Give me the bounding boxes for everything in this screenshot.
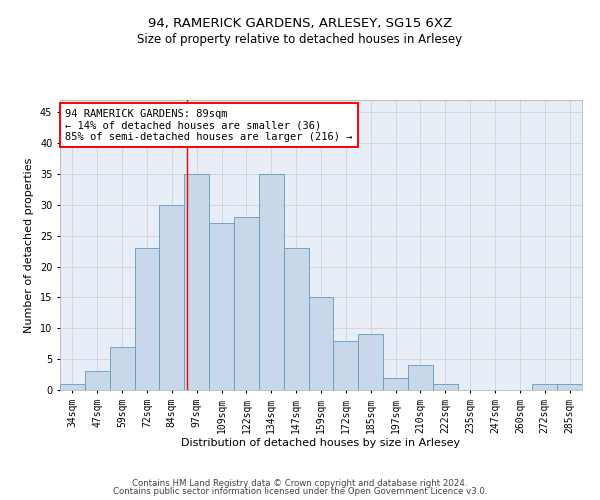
X-axis label: Distribution of detached houses by size in Arlesey: Distribution of detached houses by size … xyxy=(181,438,461,448)
Y-axis label: Number of detached properties: Number of detached properties xyxy=(25,158,34,332)
Bar xyxy=(383,378,408,390)
Text: 94 RAMERICK GARDENS: 89sqm
← 14% of detached houses are smaller (36)
85% of semi: 94 RAMERICK GARDENS: 89sqm ← 14% of deta… xyxy=(65,108,353,142)
Bar xyxy=(334,340,358,390)
Text: Contains public sector information licensed under the Open Government Licence v3: Contains public sector information licen… xyxy=(113,487,487,496)
Bar xyxy=(134,248,160,390)
Text: Contains HM Land Registry data © Crown copyright and database right 2024.: Contains HM Land Registry data © Crown c… xyxy=(132,478,468,488)
Text: 94, RAMERICK GARDENS, ARLESEY, SG15 6XZ: 94, RAMERICK GARDENS, ARLESEY, SG15 6XZ xyxy=(148,18,452,30)
Bar xyxy=(284,248,308,390)
Bar xyxy=(557,384,582,390)
Bar xyxy=(408,366,433,390)
Bar xyxy=(184,174,209,390)
Bar xyxy=(85,372,110,390)
Bar xyxy=(358,334,383,390)
Bar xyxy=(160,205,184,390)
Bar xyxy=(308,298,334,390)
Bar xyxy=(259,174,284,390)
Text: Size of property relative to detached houses in Arlesey: Size of property relative to detached ho… xyxy=(137,32,463,46)
Bar xyxy=(532,384,557,390)
Bar xyxy=(234,217,259,390)
Bar xyxy=(60,384,85,390)
Bar xyxy=(110,347,134,390)
Bar xyxy=(433,384,458,390)
Bar xyxy=(209,224,234,390)
